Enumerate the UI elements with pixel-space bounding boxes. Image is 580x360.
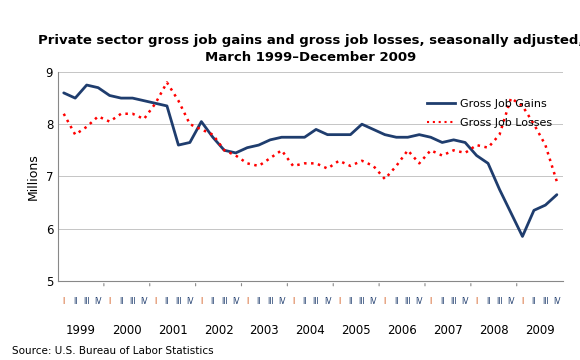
Text: II: II — [256, 297, 261, 306]
Text: II: II — [532, 297, 536, 306]
Text: I: I — [154, 297, 157, 306]
Legend: Gross Job Gains, Gross Job Losses: Gross Job Gains, Gross Job Losses — [423, 94, 557, 132]
Y-axis label: Millions: Millions — [27, 153, 40, 200]
Text: 2002: 2002 — [204, 324, 233, 337]
Text: Source: U.S. Bureau of Labor Statistics: Source: U.S. Bureau of Labor Statistics — [12, 346, 213, 356]
Text: I: I — [246, 297, 248, 306]
Text: IV: IV — [278, 297, 285, 306]
Text: II: II — [119, 297, 124, 306]
Text: III: III — [175, 297, 182, 306]
Text: I: I — [108, 297, 111, 306]
Text: I: I — [292, 297, 294, 306]
Text: 2005: 2005 — [342, 324, 371, 337]
Text: 2001: 2001 — [158, 324, 187, 337]
Text: I: I — [476, 297, 478, 306]
Text: II: II — [348, 297, 353, 306]
Text: II: II — [440, 297, 444, 306]
Text: II: II — [165, 297, 169, 306]
Text: 2008: 2008 — [479, 324, 509, 337]
Text: III: III — [404, 297, 411, 306]
Text: 2000: 2000 — [112, 324, 142, 337]
Text: 2007: 2007 — [433, 324, 463, 337]
Text: III: III — [313, 297, 320, 306]
Text: IV: IV — [461, 297, 469, 306]
Text: II: II — [211, 297, 215, 306]
Title: Private sector gross job gains and gross job losses, seasonally adjusted,
March : Private sector gross job gains and gross… — [38, 34, 580, 64]
Text: IV: IV — [553, 297, 561, 306]
Text: IV: IV — [324, 297, 331, 306]
Text: II: II — [302, 297, 307, 306]
Text: IV: IV — [415, 297, 423, 306]
Text: III: III — [496, 297, 503, 306]
Text: IV: IV — [95, 297, 102, 306]
Text: IV: IV — [140, 297, 148, 306]
Text: 2009: 2009 — [525, 324, 554, 337]
Text: 2006: 2006 — [387, 324, 417, 337]
Text: I: I — [200, 297, 202, 306]
Text: III: III — [129, 297, 136, 306]
Text: III: III — [84, 297, 90, 306]
Text: III: III — [542, 297, 549, 306]
Text: III: III — [221, 297, 228, 306]
Text: 2004: 2004 — [295, 324, 325, 337]
Text: II: II — [73, 297, 78, 306]
Text: IV: IV — [508, 297, 514, 306]
Text: IV: IV — [369, 297, 377, 306]
Text: III: III — [267, 297, 274, 306]
Text: I: I — [63, 297, 65, 306]
Text: IV: IV — [232, 297, 240, 306]
Text: II: II — [394, 297, 398, 306]
Text: 2003: 2003 — [249, 324, 279, 337]
Text: I: I — [430, 297, 432, 306]
Text: III: III — [358, 297, 365, 306]
Text: I: I — [521, 297, 524, 306]
Text: II: II — [486, 297, 490, 306]
Text: IV: IV — [186, 297, 194, 306]
Text: I: I — [384, 297, 386, 306]
Text: III: III — [450, 297, 457, 306]
Text: 1999: 1999 — [66, 324, 96, 337]
Text: I: I — [338, 297, 340, 306]
